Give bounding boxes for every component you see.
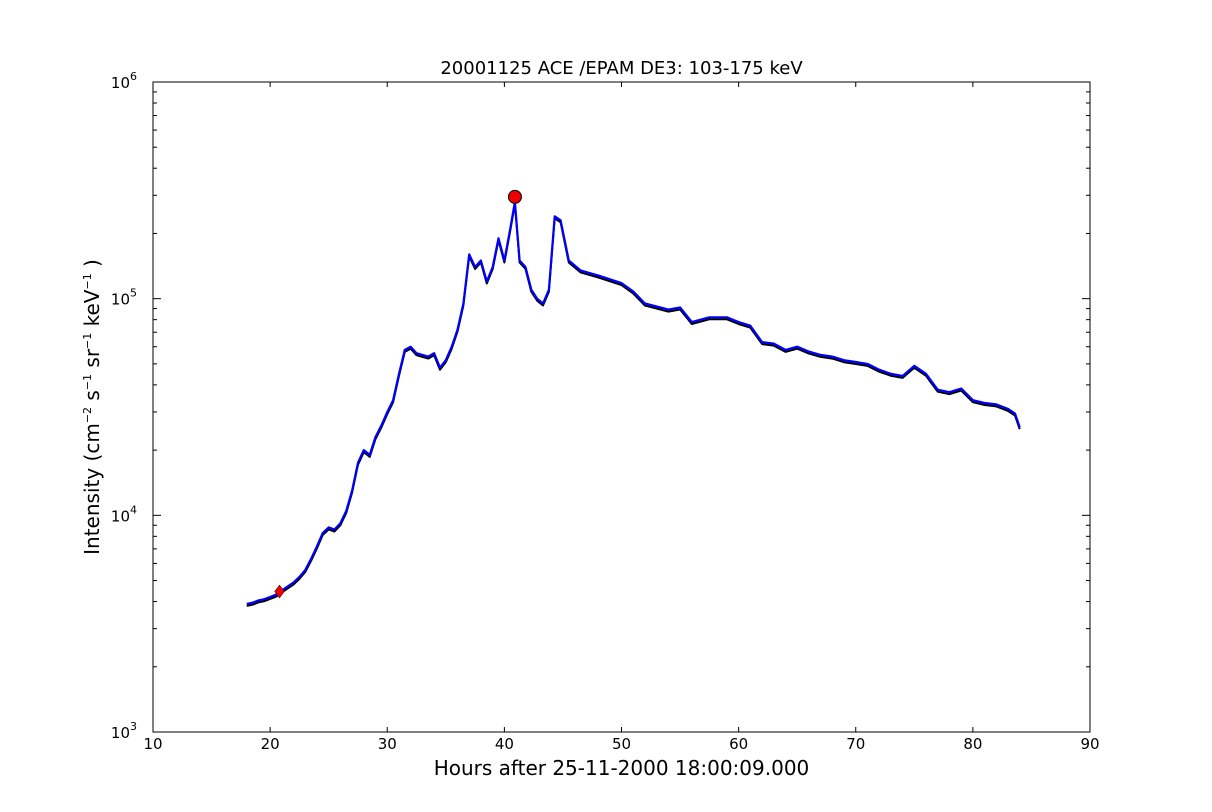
series-shadow-line [246, 202, 1021, 607]
peak-marker [507, 189, 522, 204]
series-layer [246, 200, 1021, 607]
x-tick-label: 50 [612, 735, 631, 753]
x-tick-label: 30 [378, 735, 397, 753]
y-tick-label: 103 [111, 720, 137, 742]
y-tick-label: 104 [111, 503, 137, 525]
y-tick-label: 105 [111, 287, 137, 309]
marker-layer [274, 189, 522, 599]
x-tick-label: 90 [1080, 735, 1099, 753]
x-axis: 10 20 30 40 50 60 70 80 90 [143, 82, 1100, 753]
x-axis-label: Hours after 25-11-2000 18:00:09.000 [434, 756, 810, 780]
x-tick-label: 60 [729, 735, 748, 753]
series-line [246, 200, 1021, 605]
chart-title: 20001125 ACE /EPAM DE3: 103-175 keV [440, 58, 803, 79]
x-tick-label: 20 [261, 735, 280, 753]
y-tick-label: 106 [111, 70, 137, 92]
onset-marker [274, 584, 285, 599]
x-tick-label: 70 [846, 735, 865, 753]
y-axis: 103 104 105 106 [111, 70, 1090, 742]
y-axis-label: Intensity (cm−2 s−1 sr−1 keV−1 ) [80, 259, 104, 555]
x-tick-label: 10 [143, 735, 162, 753]
x-tick-label: 80 [963, 735, 982, 753]
plot-frame [152, 81, 1091, 733]
x-tick-label: 40 [495, 735, 514, 753]
